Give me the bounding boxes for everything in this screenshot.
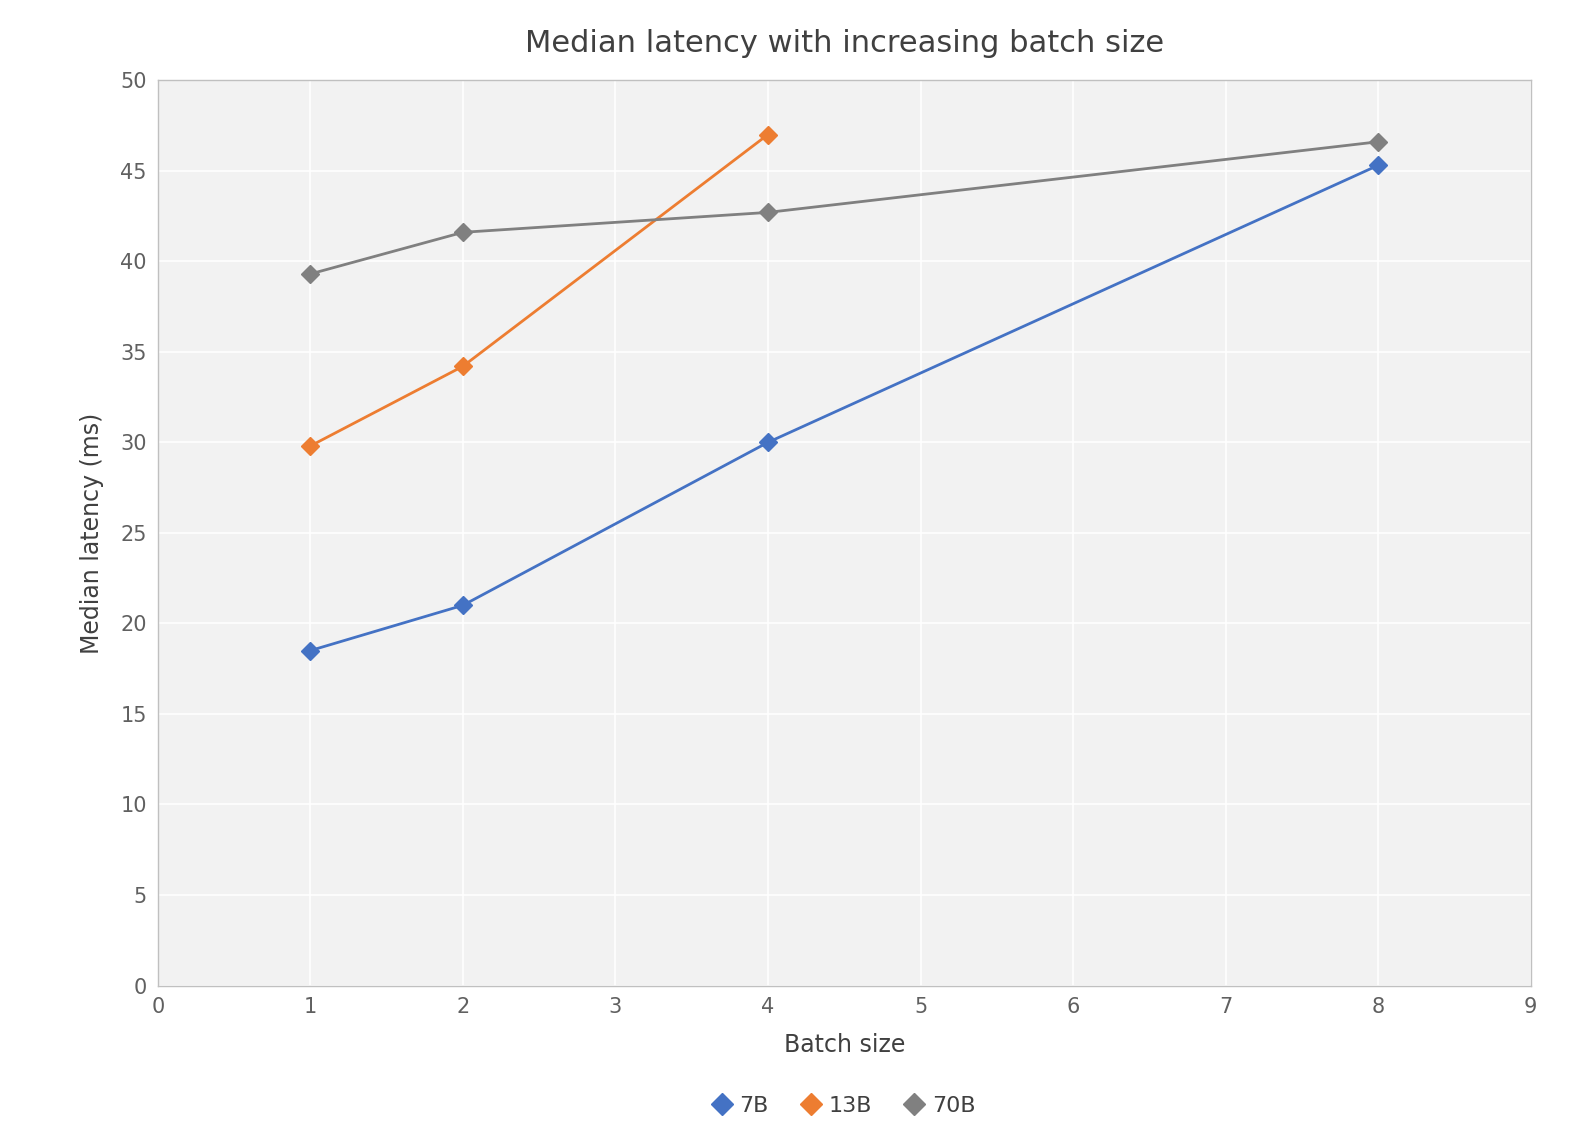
70B — [1368, 135, 1387, 149]
70B — [759, 205, 778, 219]
7B — [453, 598, 472, 612]
7B — [759, 435, 778, 449]
Y-axis label: Median latency (ms): Median latency (ms) — [79, 413, 104, 653]
13B — [759, 127, 778, 141]
70B — [453, 226, 472, 240]
Line: 7B: 7B — [305, 159, 1384, 657]
70B — [301, 267, 320, 281]
13B — [453, 360, 472, 374]
Legend: 7B, 13B, 70B: 7B, 13B, 70B — [704, 1088, 985, 1125]
13B — [301, 439, 320, 453]
7B — [301, 644, 320, 658]
Line: 13B: 13B — [305, 128, 775, 453]
7B — [1368, 158, 1387, 172]
Line: 70B: 70B — [305, 135, 1384, 281]
Title: Median latency with increasing batch size: Median latency with increasing batch siz… — [524, 30, 1165, 58]
X-axis label: Batch size: Batch size — [784, 1034, 904, 1058]
